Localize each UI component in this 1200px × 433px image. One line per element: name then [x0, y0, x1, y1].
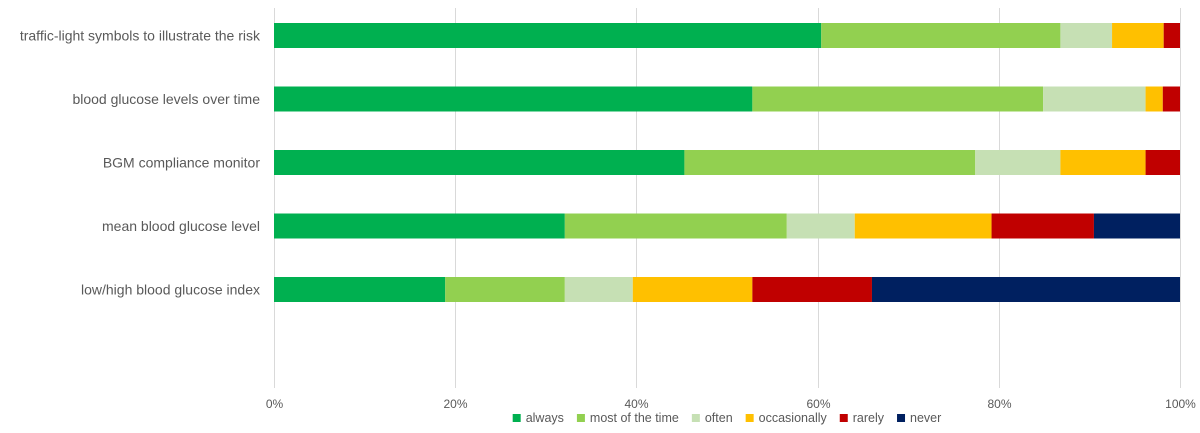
x-tick-label: 60%: [806, 397, 830, 411]
bar-segment-most-of-the-time: [684, 150, 976, 175]
bar-segment-often: [564, 277, 633, 302]
bar-segment-rarely: [991, 213, 1094, 239]
bar-segment-never: [871, 277, 1180, 302]
x-tick-label: 20%: [443, 397, 467, 411]
bars: [274, 23, 1180, 302]
bar-segment-rarely: [1163, 23, 1180, 48]
gridlines: [274, 8, 1181, 388]
x-axis-tick-labels: 0% 20% 40% 60% 80% 100%: [266, 397, 1196, 411]
bar-segment-always: [274, 23, 822, 48]
legend-label: often: [705, 411, 733, 425]
category-label: blood glucose levels over time: [72, 91, 260, 107]
bar-segment-rarely: [1162, 86, 1180, 112]
x-tick-label: 80%: [987, 397, 1011, 411]
legend-label: never: [910, 411, 941, 425]
x-tick-label: 0%: [266, 397, 284, 411]
bar-segment-occasionally: [632, 277, 753, 302]
bar-segment-often: [1060, 23, 1113, 48]
bar-segment-often: [1043, 86, 1146, 112]
legend-swatch: [839, 414, 848, 422]
legend-swatch: [897, 414, 906, 422]
bar-segment-always: [274, 277, 446, 302]
category-label: low/high blood glucose index: [81, 282, 260, 298]
bar-segment-most-of-the-time: [564, 213, 787, 239]
bar-segment-occasionally: [1145, 86, 1163, 112]
legend-swatch: [576, 414, 585, 422]
category-label: traffic-light symbols to illustrate the …: [20, 28, 261, 44]
legend: always most of the time often occasionally r…: [512, 411, 941, 425]
legend-swatch: [512, 414, 521, 422]
legend-label: always: [526, 411, 564, 425]
x-tick-label: 100%: [1165, 397, 1196, 411]
legend-swatch: [745, 414, 754, 422]
x-tick-label: 40%: [624, 397, 648, 411]
bar-segment-often: [786, 213, 855, 239]
bar-segment-most-of-the-time: [752, 86, 1044, 112]
bar-segment-rarely: [1145, 150, 1180, 175]
bar-segment-always: [274, 150, 685, 175]
legend-label: most of the time: [590, 411, 679, 425]
bar-segment-most-of-the-time: [821, 23, 1061, 48]
bar-segment-occasionally: [1112, 23, 1164, 48]
legend-label: occasionally: [759, 411, 828, 425]
category-label: BGM compliance monitor: [103, 155, 261, 171]
bar-segment-never: [1093, 213, 1180, 239]
bar-segment-occasionally: [1060, 150, 1146, 175]
bar-segment-rarely: [752, 277, 872, 302]
bar-segment-most-of-the-time: [445, 277, 565, 302]
bar-segment-often: [975, 150, 1061, 175]
bar-segment-always: [274, 213, 565, 239]
category-label: mean blood glucose level: [102, 218, 260, 234]
bar-segment-always: [274, 86, 753, 112]
category-labels: traffic-light symbols to illustrate the …: [20, 28, 261, 298]
bar-segment-occasionally: [854, 213, 992, 239]
legend-swatch: [691, 414, 700, 422]
legend-label: rarely: [853, 411, 885, 425]
